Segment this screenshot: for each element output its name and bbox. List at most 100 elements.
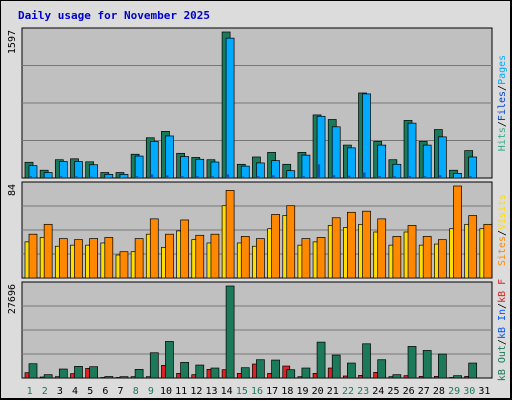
bar-sites bbox=[393, 236, 401, 278]
y-max-label: 84 bbox=[7, 184, 18, 196]
x-tick-label: 2 bbox=[42, 386, 48, 397]
bar-sites bbox=[454, 186, 462, 278]
y-axis-label: Sites/Visits bbox=[497, 194, 508, 266]
bar-kbout bbox=[120, 377, 128, 378]
bar-kbout bbox=[29, 364, 37, 378]
x-tick-label: 12 bbox=[190, 386, 202, 397]
bar-pages bbox=[181, 176, 184, 178]
bar-pages bbox=[211, 176, 214, 178]
bar-files bbox=[29, 166, 37, 178]
x-tick-label: 1 bbox=[27, 386, 33, 397]
bar-pages bbox=[363, 173, 366, 178]
bar-pages bbox=[287, 177, 290, 178]
x-tick-label: 30 bbox=[463, 386, 475, 397]
bar-sites bbox=[378, 219, 386, 278]
bar-kbout bbox=[378, 360, 386, 378]
bar-files bbox=[438, 137, 446, 178]
bar-pages bbox=[150, 174, 153, 178]
bar-pages bbox=[196, 176, 199, 178]
bar-files bbox=[226, 38, 234, 178]
bar-kbout bbox=[105, 377, 113, 378]
bar-sites bbox=[196, 235, 204, 278]
bar-files bbox=[59, 162, 67, 178]
bar-files bbox=[105, 174, 113, 178]
bar-files bbox=[469, 157, 477, 178]
bar-files bbox=[150, 141, 158, 178]
bar-kbout bbox=[74, 366, 82, 378]
x-tick-label: 16 bbox=[251, 386, 263, 397]
x-tick-label: 29 bbox=[448, 386, 460, 397]
bar-sites bbox=[408, 225, 416, 278]
x-tick-label: 27 bbox=[418, 386, 430, 397]
x-tick-label: 13 bbox=[205, 386, 217, 397]
y-axis-label-part: kB Out bbox=[497, 345, 508, 381]
bar-kbout bbox=[59, 369, 67, 378]
bar-pages bbox=[74, 176, 77, 178]
bar-kbout bbox=[272, 360, 280, 378]
bar-pages bbox=[165, 175, 168, 178]
bar-pages bbox=[393, 176, 396, 178]
bar-pages bbox=[135, 176, 138, 178]
bar-pages bbox=[347, 176, 350, 178]
x-tick-label: 17 bbox=[266, 386, 278, 397]
bar-kbout bbox=[226, 286, 234, 378]
bar-files bbox=[196, 159, 204, 178]
bar-sites bbox=[226, 190, 234, 278]
bar-sites bbox=[423, 236, 431, 278]
bar-sites bbox=[347, 212, 355, 278]
bar-kbout bbox=[287, 370, 295, 378]
y-axis-label: kB Out/kB In/kB F bbox=[497, 279, 508, 381]
bar-pages bbox=[44, 177, 47, 178]
y-axis-label-part: Pages bbox=[497, 55, 508, 85]
bar-sites bbox=[74, 240, 82, 278]
bar-kbout bbox=[181, 362, 189, 378]
bar-files bbox=[241, 166, 249, 178]
bar-sites bbox=[256, 239, 264, 278]
bar-sites bbox=[272, 214, 280, 278]
bar-sites bbox=[105, 237, 113, 278]
bar-files bbox=[120, 174, 128, 178]
x-tick-label: 18 bbox=[281, 386, 293, 397]
bar-sites bbox=[181, 220, 189, 278]
x-tick-label: 14 bbox=[221, 386, 233, 397]
bar-sites bbox=[135, 239, 143, 278]
bar-pages bbox=[302, 176, 305, 178]
bar-kbout bbox=[408, 346, 416, 378]
bar-sites bbox=[317, 237, 325, 278]
bar-kbout bbox=[165, 341, 173, 378]
y-axis-label-part: Files bbox=[497, 91, 508, 121]
bar-kbout bbox=[332, 355, 340, 378]
bar-kbout bbox=[150, 353, 158, 378]
x-tick-label: 7 bbox=[118, 386, 124, 397]
x-tick-label: 5 bbox=[87, 386, 93, 397]
bar-kbout bbox=[423, 350, 431, 378]
bar-pages bbox=[378, 176, 381, 178]
bar-sites bbox=[211, 234, 219, 278]
bar-pages bbox=[317, 164, 320, 178]
bar-pages bbox=[226, 174, 229, 178]
y-axis-label-part: Visits bbox=[497, 194, 508, 230]
bar-kbout bbox=[196, 365, 204, 378]
bar-kbout bbox=[44, 375, 52, 378]
bar-pages bbox=[90, 177, 93, 178]
y-max-label: 1597 bbox=[7, 30, 18, 54]
bar-sites bbox=[363, 211, 371, 278]
x-tick-label: 10 bbox=[160, 386, 172, 397]
x-tick-label: 6 bbox=[102, 386, 108, 397]
bar-sites bbox=[484, 224, 492, 278]
x-tick-label: 28 bbox=[433, 386, 445, 397]
x-tick-label: 3 bbox=[57, 386, 63, 397]
bar-pages bbox=[469, 176, 472, 178]
bar-files bbox=[332, 127, 340, 178]
bar-files bbox=[165, 136, 173, 178]
bar-files bbox=[378, 145, 386, 178]
bar-kbout bbox=[454, 376, 462, 378]
bar-files bbox=[135, 156, 143, 178]
bar-sites bbox=[150, 219, 158, 278]
bar-kbout bbox=[393, 375, 401, 378]
x-tick-label: 11 bbox=[175, 386, 187, 397]
y-axis-label-part: kB In bbox=[497, 309, 508, 339]
bar-sites bbox=[59, 239, 67, 278]
bar-pages bbox=[332, 175, 335, 178]
bar-sites bbox=[302, 239, 310, 278]
